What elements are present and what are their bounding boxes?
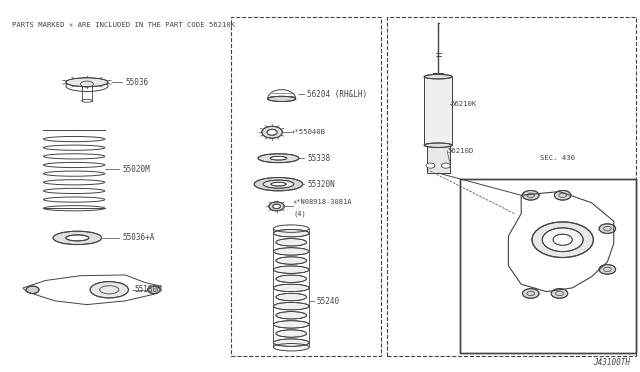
Circle shape [522, 289, 539, 298]
Circle shape [262, 126, 282, 138]
Ellipse shape [263, 180, 294, 188]
Ellipse shape [276, 257, 307, 264]
Ellipse shape [424, 143, 452, 147]
Circle shape [551, 289, 568, 298]
Ellipse shape [90, 282, 129, 298]
Ellipse shape [66, 235, 89, 241]
Circle shape [148, 286, 161, 294]
Text: 55320N: 55320N [307, 180, 335, 189]
Circle shape [599, 264, 616, 274]
Text: 55036: 55036 [125, 78, 148, 87]
Ellipse shape [424, 74, 452, 79]
Bar [461, 179, 636, 353]
Text: (4): (4) [293, 210, 306, 217]
Text: 56204 (RH&LH): 56204 (RH&LH) [307, 90, 367, 99]
Bar [427, 145, 450, 173]
Text: 55338: 55338 [307, 154, 330, 163]
Ellipse shape [273, 321, 309, 328]
Text: 55180M: 55180M [135, 285, 163, 294]
Text: 56210D: 56210D [448, 148, 474, 154]
Text: J43100TH: J43100TH [593, 357, 630, 366]
Ellipse shape [258, 154, 299, 163]
Circle shape [269, 202, 284, 211]
Text: SEC. 430: SEC. 430 [540, 155, 575, 161]
Ellipse shape [270, 156, 287, 160]
Circle shape [532, 222, 593, 257]
Ellipse shape [254, 177, 303, 191]
Ellipse shape [273, 248, 309, 255]
Circle shape [267, 129, 277, 135]
Ellipse shape [273, 230, 309, 237]
Circle shape [542, 228, 583, 251]
Text: 55240: 55240 [317, 297, 340, 306]
Circle shape [442, 163, 451, 168]
Circle shape [554, 190, 571, 200]
Text: ✳*N08918-3081A: ✳*N08918-3081A [293, 199, 353, 205]
Ellipse shape [53, 231, 102, 244]
Bar [424, 77, 452, 145]
Bar [230, 17, 381, 356]
Circle shape [26, 286, 39, 294]
Text: 55036+A: 55036+A [122, 233, 154, 243]
Bar [427, 145, 450, 173]
Bar [461, 179, 636, 353]
Bar [387, 17, 636, 356]
Bar [433, 73, 444, 78]
Circle shape [426, 163, 435, 168]
Ellipse shape [273, 339, 309, 346]
Circle shape [522, 190, 539, 200]
Ellipse shape [276, 294, 307, 301]
Ellipse shape [268, 96, 296, 102]
Ellipse shape [271, 182, 286, 186]
Ellipse shape [273, 284, 309, 292]
Ellipse shape [276, 238, 307, 246]
Ellipse shape [273, 266, 309, 273]
Ellipse shape [66, 78, 108, 87]
Ellipse shape [276, 312, 307, 319]
Circle shape [273, 204, 280, 209]
Text: ✳*55040B: ✳*55040B [291, 129, 326, 135]
Circle shape [599, 224, 616, 234]
Text: 55020M: 55020M [122, 165, 150, 174]
Text: PARTS MARKED ✳ ARE INCLUDED IN THE PART CODE 56210K: PARTS MARKED ✳ ARE INCLUDED IN THE PART … [12, 22, 236, 28]
Ellipse shape [276, 275, 307, 282]
Ellipse shape [276, 330, 307, 337]
Bar [433, 73, 444, 78]
Bar [424, 77, 452, 145]
Ellipse shape [273, 302, 309, 310]
Text: 56210K: 56210K [451, 102, 477, 108]
Circle shape [553, 234, 572, 245]
